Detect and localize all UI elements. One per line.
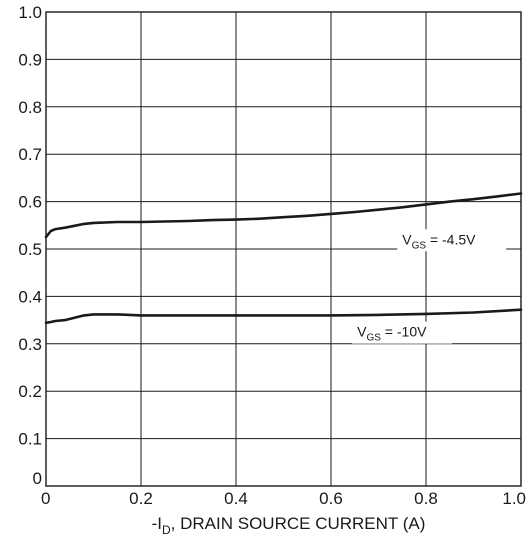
y-tick-label: 0.2: [18, 382, 42, 401]
y-tick-label: 0.3: [18, 335, 42, 354]
tick-labels: 0 0.2 0.4 0.6 0.8 1.0 0 0.1 0.2 0.3 0.4 0.5 0.6 0.7 0.…: [18, 3, 526, 508]
x-tick-label: 0: [41, 489, 50, 508]
series-line-2: [44, 308, 523, 325]
series-group: [44, 192, 523, 325]
x-tick-label: 1.0: [502, 489, 526, 508]
x-axis-label-prefix: -I: [152, 514, 162, 533]
y-tick-label: 0.7: [18, 145, 42, 164]
x-axis-label-suffix: , DRAIN SOURCE CURRENT (A): [171, 514, 426, 533]
y-tick-label: 0.6: [18, 193, 42, 212]
x-tick-label: 0.6: [319, 489, 343, 508]
y-tick-label: 0: [33, 469, 42, 488]
x-tick-label: 0.2: [129, 489, 153, 508]
series-label-bg: [352, 321, 453, 344]
y-tick-label: 0.4: [18, 287, 42, 306]
plot-frame: [45, 11, 522, 487]
series-label-1: VGS = -4.5V: [402, 231, 476, 251]
series-label-bg: [397, 229, 507, 252]
y-tick-label: 0.1: [18, 430, 42, 449]
y-tick-label: 0.5: [18, 240, 42, 259]
series-label-2: VGS = -10V: [357, 324, 427, 344]
y-tick-label: 0.9: [18, 50, 42, 69]
series-line-1: [44, 192, 523, 239]
x-tick-label: 0.4: [224, 489, 248, 508]
x-tick-label: 0.8: [414, 489, 438, 508]
y-tick-label: 1.0: [18, 3, 42, 22]
y-tick-label: 0.8: [18, 98, 42, 117]
x-axis-label: -ID, DRAIN SOURCE CURRENT (A): [152, 514, 426, 537]
series-labels: VGS = -4.5V VGS = -10V: [352, 229, 507, 344]
x-axis-label-subscript: D: [162, 523, 171, 537]
